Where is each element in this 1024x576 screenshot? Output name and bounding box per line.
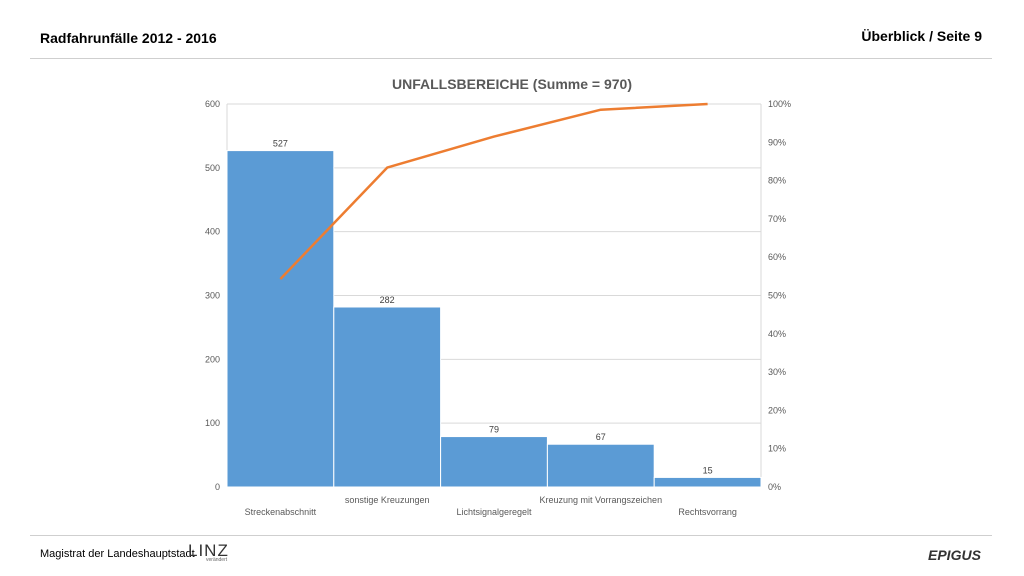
data-label: 79 xyxy=(489,425,499,435)
page-indicator: Überblick / Seite 9 xyxy=(861,28,982,44)
bar xyxy=(226,150,335,488)
y2-tick-label: 40% xyxy=(768,329,786,339)
y2-tick-label: 0% xyxy=(768,482,781,492)
y-tick-label: 400 xyxy=(205,227,220,237)
y-tick-label: 100 xyxy=(205,418,220,428)
data-label: 527 xyxy=(273,139,288,149)
bar xyxy=(546,443,655,488)
x-tick-label: sonstige Kreuzungen xyxy=(345,495,430,505)
y2-tick-label: 20% xyxy=(768,405,786,415)
data-label: 67 xyxy=(596,432,606,442)
y2-tick-label: 10% xyxy=(768,444,786,454)
linz-logo: LINZ verändert xyxy=(188,541,229,563)
y-tick-label: 0 xyxy=(215,482,220,492)
y2-tick-label: 60% xyxy=(768,252,786,262)
bar xyxy=(653,476,762,488)
cumulative-line xyxy=(279,102,708,280)
y2-tick-label: 90% xyxy=(768,137,786,147)
epigus-logo: EPIGUS xyxy=(928,547,981,563)
y2-tick-label: 100% xyxy=(768,99,791,109)
data-label: 15 xyxy=(703,465,713,475)
footer-org: Magistrat der Landeshauptstadt xyxy=(40,548,195,560)
y-tick-label: 200 xyxy=(205,354,220,364)
y2-tick-label: 50% xyxy=(768,291,786,301)
bar xyxy=(333,306,442,488)
chart-title: UNFALLSBEREICHE (Summe = 970) xyxy=(392,76,632,92)
y2-tick-label: 30% xyxy=(768,367,786,377)
y2-tick-label: 80% xyxy=(768,176,786,186)
x-tick-label: Kreuzung mit Vorrangszeichen xyxy=(540,495,663,505)
y-tick-label: 600 xyxy=(205,99,220,109)
bar xyxy=(440,436,548,488)
y-tick-label: 300 xyxy=(205,291,220,301)
x-tick-label: Lichtsignalgeregelt xyxy=(456,507,532,517)
x-tick-label: Rechtsvorrang xyxy=(678,507,737,517)
footer-divider xyxy=(30,535,992,536)
page-title: Radfahrunfälle 2012 - 2016 xyxy=(40,30,217,46)
header-divider xyxy=(30,58,992,59)
y-tick-label: 500 xyxy=(205,163,220,173)
data-label: 282 xyxy=(380,295,395,305)
x-tick-label: Streckenabschnitt xyxy=(245,507,317,517)
y2-tick-label: 70% xyxy=(768,214,786,224)
